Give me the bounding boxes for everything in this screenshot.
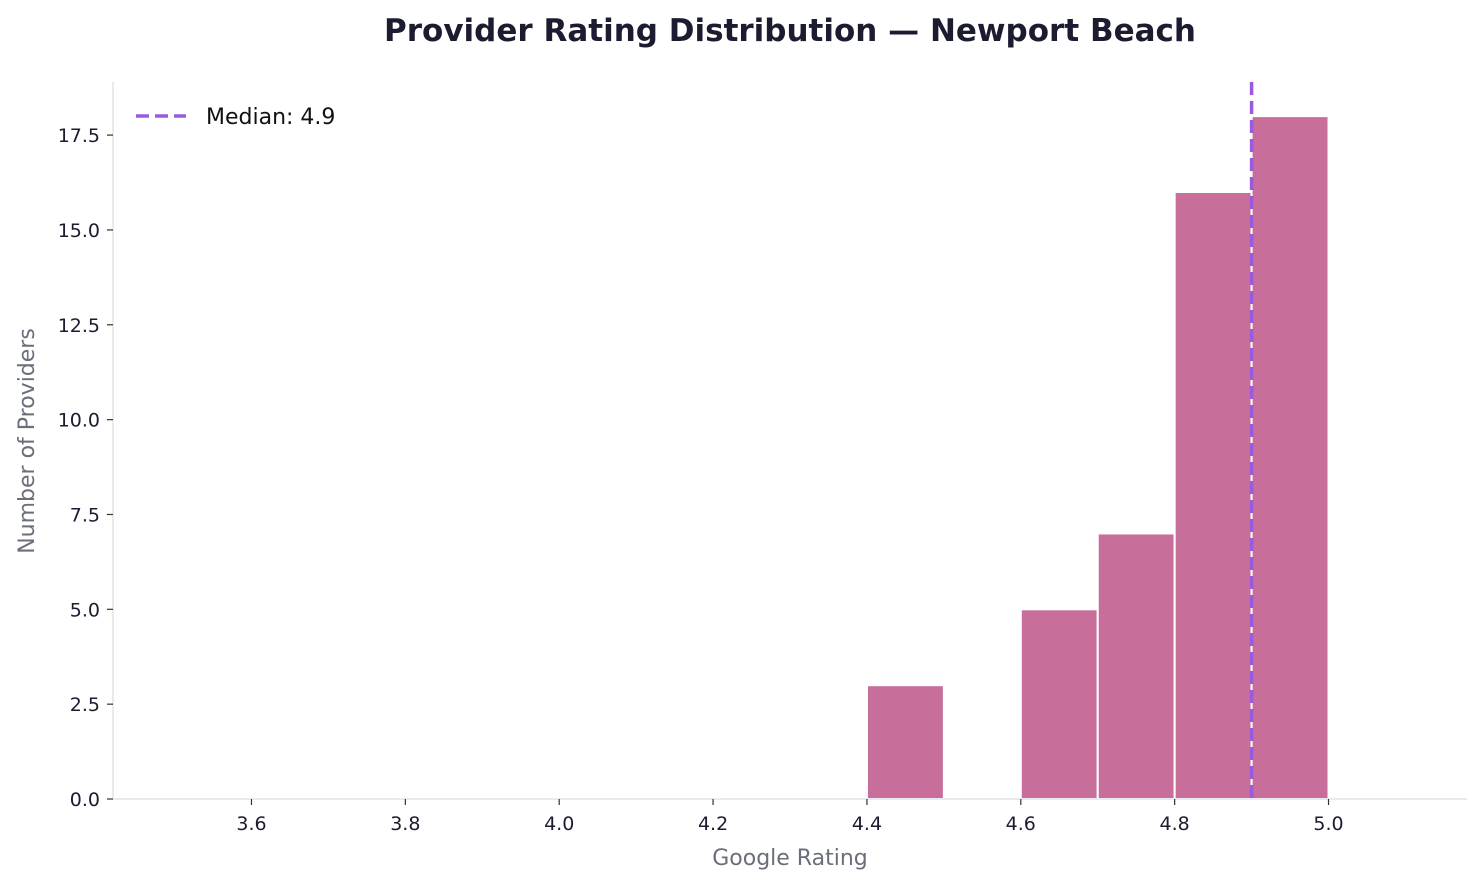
histogram-bar (1096, 532, 1176, 800)
x-tick-label: 3.6 (236, 813, 266, 835)
x-tick-label: 4.6 (1006, 813, 1036, 835)
legend-median-label: Median: 4.9 (206, 105, 335, 130)
y-tick-label: 12.5 (58, 315, 100, 337)
x-tick-label: 4.4 (852, 813, 882, 835)
bars-group (865, 115, 1330, 801)
histogram-bar (1250, 115, 1330, 800)
x-tick-label: 4.2 (698, 813, 728, 835)
legend: Median: 4.9 (136, 105, 335, 130)
x-tick-label: 4.0 (544, 813, 574, 835)
y-axis-label: Number of Providers (15, 328, 40, 554)
y-tick-label: 2.5 (70, 694, 100, 716)
histogram-bar (1019, 608, 1099, 800)
axes-group: 3.6 3.8 4.0 4.2 4.4 4.6 4.8 5.0 0.0 2.5 5.0 7.5 10.0… (58, 82, 1467, 835)
y-tick-label: 0.0 (70, 789, 100, 811)
x-axis-label: Google Rating (712, 846, 868, 871)
y-tick-label: 7.5 (70, 504, 100, 526)
histogram-bar (865, 684, 945, 801)
x-tick-label: 5.0 (1313, 813, 1343, 835)
y-tick-label: 17.5 (58, 125, 100, 147)
y-tick-label: 5.0 (70, 599, 100, 621)
y-tick-label: 15.0 (58, 220, 100, 242)
histogram-bar (1173, 191, 1253, 800)
x-tick-label: 4.8 (1160, 813, 1190, 835)
chart-title: Provider Rating Distribution — Newport B… (384, 13, 1196, 49)
x-tick-label: 3.8 (390, 813, 420, 835)
y-tick-label: 10.0 (58, 410, 100, 432)
